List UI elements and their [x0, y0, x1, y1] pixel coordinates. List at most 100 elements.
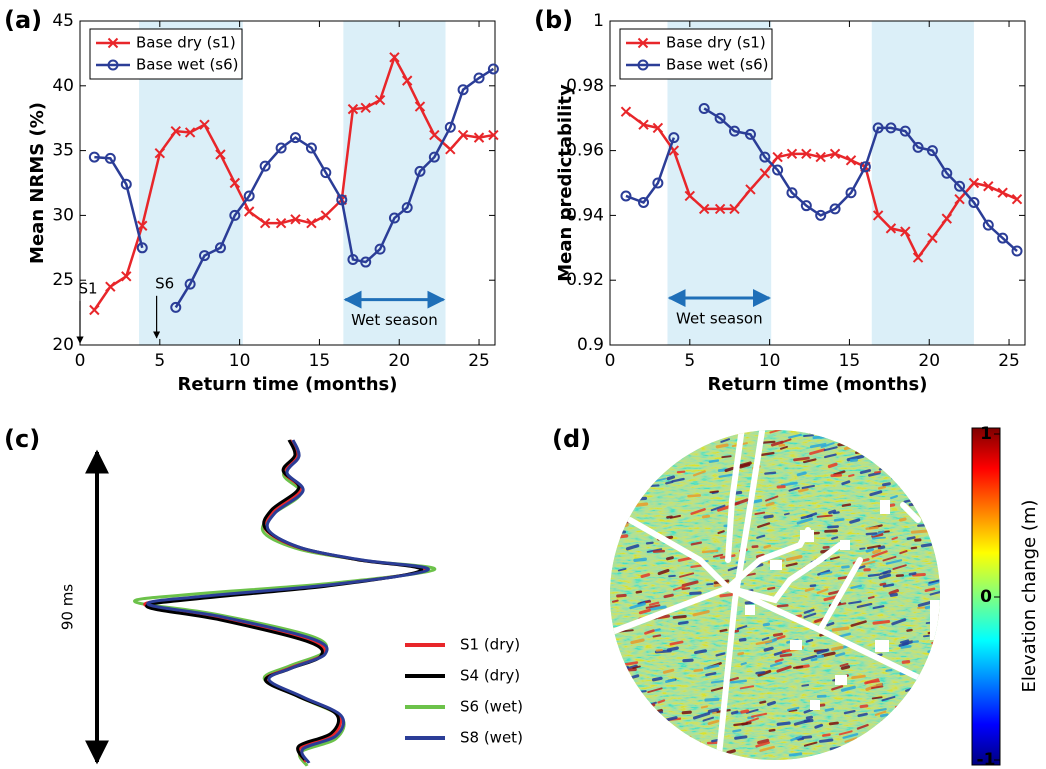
- panel-a: 0510152025202530354045Return time (month…: [4, 6, 498, 395]
- map-feature: [833, 628, 847, 630]
- x-tick-label: 20: [918, 351, 940, 371]
- map-feature: [768, 588, 774, 589]
- map-feature: [696, 746, 706, 747]
- map-feature: [906, 486, 916, 489]
- map-feature: [731, 681, 746, 682]
- map-feature: [628, 749, 639, 753]
- panel-label: (c): [4, 425, 40, 453]
- map-feature: [807, 717, 811, 718]
- map-feature: [886, 434, 896, 438]
- map-feature: [703, 516, 708, 517]
- map-feature: [712, 681, 723, 682]
- map-feature: [907, 630, 911, 631]
- x-tick-label: 15: [839, 351, 861, 371]
- map-feature: [898, 723, 912, 728]
- map-feature: [828, 527, 837, 528]
- map-feature: [632, 676, 638, 678]
- map-feature: [849, 475, 853, 476]
- map-feature: [861, 706, 867, 707]
- map-feature: [927, 731, 936, 734]
- map-feature: [666, 482, 672, 483]
- map-feature: [873, 538, 885, 539]
- annotation: Wet season: [351, 311, 438, 329]
- marker: [106, 282, 115, 291]
- map-feature: [929, 650, 938, 651]
- map-feature: [678, 472, 684, 473]
- season-shade: [872, 21, 974, 345]
- map-feature: [770, 730, 775, 731]
- map-feature: [721, 434, 726, 435]
- map-feature: [823, 653, 834, 655]
- map-feature: [736, 737, 746, 738]
- map-feature: [636, 483, 645, 484]
- map-feature: [623, 670, 636, 671]
- map-feature: [669, 576, 675, 577]
- map-feature: [869, 597, 874, 598]
- map-feature: [924, 707, 936, 709]
- map-feature: [867, 533, 876, 534]
- elevation-map: [610, 425, 950, 765]
- map-feature: [900, 485, 911, 486]
- map-feature: [867, 528, 878, 529]
- map-feature: [656, 463, 662, 465]
- marker: [621, 107, 630, 116]
- map-feature: [912, 548, 916, 549]
- map-feature: [647, 543, 653, 544]
- map-feature: [873, 697, 882, 698]
- map-feature: [706, 699, 718, 700]
- map-feature: [886, 751, 893, 752]
- map-feature: [668, 558, 673, 559]
- map-feature: [878, 461, 885, 462]
- map-feature: [860, 548, 864, 549]
- map-feature: [913, 503, 920, 504]
- map-feature: [717, 445, 727, 447]
- map-feature: [645, 485, 658, 486]
- legend-label: S6 (wet): [460, 698, 523, 716]
- map-feature: [854, 741, 862, 743]
- map-feature: [922, 545, 930, 546]
- map-feature: [910, 573, 915, 574]
- map-feature: [746, 602, 753, 603]
- map-feature: [616, 475, 622, 476]
- map-feature: [739, 653, 743, 654]
- map-feature: [854, 443, 860, 444]
- map-feature: [613, 474, 622, 475]
- map-feature: [810, 429, 823, 433]
- map-feature: [637, 592, 641, 593]
- map-feature: [833, 647, 842, 649]
- map-feature: [618, 595, 626, 596]
- map-feature: [709, 710, 717, 712]
- map-feature: [732, 712, 737, 713]
- map-feature: [654, 635, 661, 636]
- x-tick-label: 25: [468, 351, 490, 371]
- map-feature: [843, 482, 849, 484]
- y-tick-label: 45: [52, 11, 74, 31]
- map-feature: [922, 672, 931, 675]
- map-feature: [726, 468, 732, 470]
- map-feature: [866, 443, 876, 446]
- map-feature: [924, 736, 935, 739]
- map-feature: [642, 575, 649, 577]
- map-feature: [740, 640, 744, 641]
- map-feature: [724, 432, 734, 434]
- map-feature: [640, 735, 645, 736]
- legend-label: S8 (wet): [460, 729, 523, 747]
- map-feature: [637, 691, 646, 692]
- map-feature: [820, 740, 832, 741]
- map-feature: [818, 516, 832, 517]
- marker: [1013, 195, 1022, 204]
- map-feature: [765, 648, 772, 650]
- map-feature: [743, 723, 751, 724]
- legend-label: Base wet (s6): [136, 56, 239, 74]
- map-feature: [712, 740, 717, 741]
- map-feature: [707, 584, 712, 585]
- legend-label: Base wet (s6): [666, 56, 769, 74]
- map-feature: [892, 475, 902, 478]
- map-feature: [928, 744, 938, 745]
- map-feature: [798, 473, 805, 475]
- x-tick-label: 20: [388, 351, 410, 371]
- map-feature: [631, 718, 635, 719]
- map-feature: [903, 724, 908, 725]
- map-feature: [856, 452, 863, 453]
- map-feature: [624, 685, 629, 686]
